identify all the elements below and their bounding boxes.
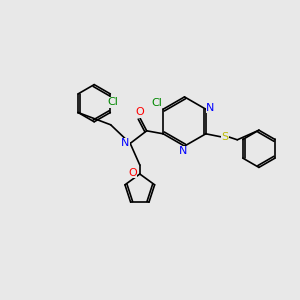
Text: Cl: Cl [107, 97, 118, 107]
Text: S: S [221, 132, 228, 142]
Text: O: O [128, 167, 137, 178]
Text: Cl: Cl [151, 98, 162, 108]
Text: N: N [206, 103, 214, 113]
Text: O: O [136, 107, 145, 117]
Text: N: N [179, 146, 187, 157]
Text: N: N [121, 138, 129, 148]
